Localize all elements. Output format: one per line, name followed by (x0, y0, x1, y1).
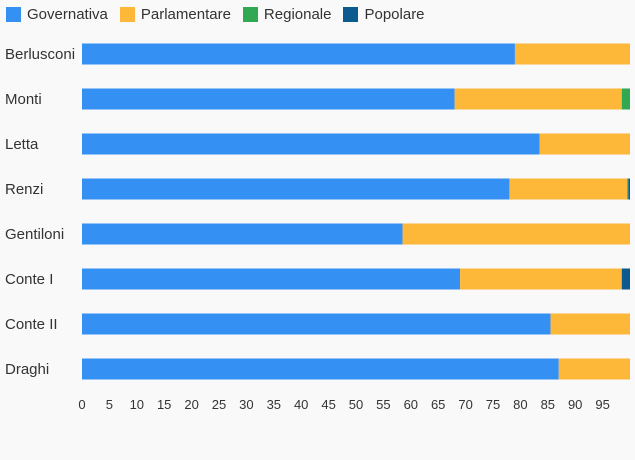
bar-renzi-parlamentare[interactable] (509, 178, 628, 200)
legend-label-popolare: Popolare (364, 5, 425, 23)
legend-item-popolare[interactable]: Popolare (343, 5, 425, 23)
x-tick-label-30: 30 (239, 397, 253, 412)
bar-conte-i-governativa[interactable] (82, 268, 461, 290)
legend-swatch-governativa (6, 6, 21, 22)
category-label-monti: Monti (5, 91, 42, 108)
legend-label-parlamentare: Parlamentare (140, 5, 231, 23)
category-label-renzi: Renzi (5, 181, 43, 198)
category-label-conte-i: Conte I (5, 271, 53, 288)
bar-berlusconi-governativa[interactable] (82, 43, 515, 65)
legend-label-governativa: Governativa (27, 5, 108, 23)
category-label-gentiloni: Gentiloni (5, 226, 64, 243)
x-tick-label-10: 10 (130, 397, 144, 412)
bar-monti-governativa[interactable] (82, 88, 455, 110)
x-tick-label-75: 75 (486, 397, 500, 412)
bar-letta-governativa[interactable] (82, 133, 540, 155)
legend-swatch-popolare (343, 6, 359, 22)
x-tick-label-5: 5 (106, 397, 113, 412)
category-label-letta: Letta (5, 136, 39, 153)
x-tick-label-80: 80 (513, 397, 527, 412)
legend-item-governativa[interactable]: Governativa (6, 6, 108, 23)
bar-conte-ii-parlamentare[interactable] (550, 313, 630, 335)
x-tick-label-50: 50 (349, 397, 363, 412)
bar-conte-i-popolare[interactable] (621, 268, 630, 290)
bar-renzi-regionale[interactable] (627, 178, 629, 200)
bar-conte-i-parlamentare[interactable] (460, 268, 622, 290)
x-tick-label-15: 15 (157, 397, 171, 412)
legend: Governativa Parlamentare Regionale Popol… (6, 4, 437, 24)
bar-gentiloni-governativa[interactable] (82, 223, 403, 245)
legend-item-parlamentare[interactable]: Parlamentare (119, 5, 231, 23)
category-label-conte-ii: Conte II (5, 316, 58, 333)
x-tick-label-40: 40 (294, 397, 308, 412)
x-tick-label-20: 20 (184, 397, 198, 412)
x-tick-label-95: 95 (595, 397, 609, 412)
bar-gentiloni-parlamentare[interactable] (402, 223, 630, 245)
x-tick-label-90: 90 (568, 397, 582, 412)
x-tick-label-0: 0 (78, 397, 85, 412)
legend-swatch-regionale (242, 6, 258, 22)
bar-monti-regionale[interactable] (621, 88, 630, 110)
legend-item-regionale[interactable]: Regionale (242, 5, 332, 23)
x-tick-label-60: 60 (404, 397, 418, 412)
x-tick-label-85: 85 (541, 397, 555, 412)
x-tick-label-45: 45 (321, 397, 335, 412)
bar-conte-ii-governativa[interactable] (82, 313, 551, 335)
category-label-berlusconi: Berlusconi (5, 46, 75, 63)
x-tick-label-55: 55 (376, 397, 390, 412)
bar-draghi-parlamentare[interactable] (558, 358, 630, 380)
bar-monti-parlamentare[interactable] (454, 88, 622, 110)
legend-swatch-parlamentare (119, 6, 135, 22)
x-tick-label-25: 25 (212, 397, 226, 412)
bar-berlusconi-parlamentare[interactable] (514, 43, 630, 65)
x-tick-label-65: 65 (431, 397, 445, 412)
bar-draghi-governativa[interactable] (82, 358, 559, 380)
x-tick-label-70: 70 (458, 397, 472, 412)
legend-label-regionale: Regionale (263, 5, 332, 23)
bar-renzi-governativa[interactable] (82, 178, 510, 200)
x-tick-label-35: 35 (267, 397, 281, 412)
category-label-draghi: Draghi (5, 361, 49, 378)
bar-renzi-popolare[interactable] (628, 178, 630, 200)
bar-letta-parlamentare[interactable] (539, 133, 630, 155)
